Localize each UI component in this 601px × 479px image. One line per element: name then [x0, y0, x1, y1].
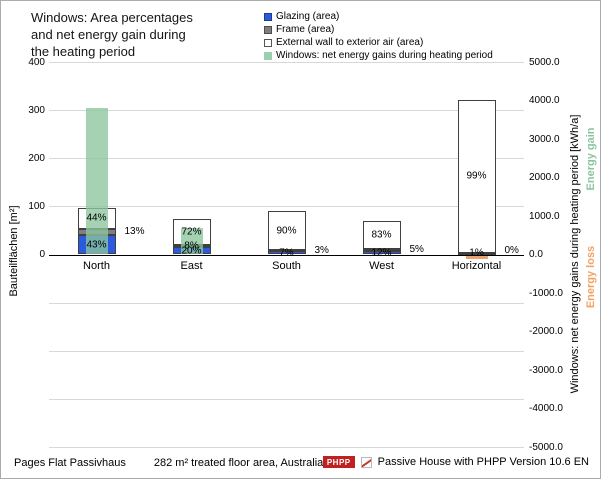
project-name: Pages Flat Passivhaus [14, 457, 126, 469]
wall-pct-label: 99% [466, 170, 487, 182]
wall-segment [457, 99, 496, 253]
credit-text: Passive House with PHPP Version 10.6 EN [377, 456, 589, 468]
gridline [49, 398, 524, 400]
legend-item-frame: Frame (area) [264, 23, 493, 36]
footer-project-info: Pages Flat Passivhaus 282 m² treated floo… [14, 457, 323, 469]
gridline [49, 110, 524, 112]
right-tick-label: -3000.0 [529, 364, 563, 376]
glazing-segment [267, 251, 306, 255]
gridline [49, 302, 524, 304]
legend-item-gain: Windows: net energy gains during heating… [264, 49, 493, 62]
glazing-pct-label: 12% [371, 247, 392, 258]
left-tick-label: 200 [28, 152, 45, 164]
energy-loss-label: Energy loss [585, 245, 597, 309]
right-axis-title: Windows: net energy gains during heating… [569, 114, 581, 394]
glazing-pct-label: 20% [181, 245, 202, 257]
project-details: 282 m² treated floor area, Australia [153, 457, 324, 469]
footer-credit: PHPP Passive House with PHPP Version 10.… [322, 456, 589, 468]
legend-label: Windows: net energy gains during heating… [276, 50, 493, 61]
legend-label: Frame (area) [276, 24, 335, 35]
net-energy-gain-bar [180, 227, 203, 255]
legend-label: Glazing (area) [276, 11, 340, 22]
right-tick-label: -4000.0 [529, 403, 563, 414]
left-tick-label: 0 [39, 249, 45, 260]
right-tick-label: -1000.0 [529, 287, 563, 299]
glazing-pct-label: 7% [279, 247, 294, 258]
right-tick-label: 5000.0 [529, 56, 560, 68]
legend: Glazing (area) Frame (area) External wall … [264, 10, 493, 62]
gridline [49, 62, 524, 63]
right-tick-label: 4000.0 [529, 95, 560, 106]
gridline [49, 206, 524, 208]
wall-pct-label: 72% [181, 226, 202, 238]
phpp-logo-icon [360, 456, 372, 468]
glazing-segment [457, 252, 496, 255]
gridline [49, 158, 524, 160]
gridline [49, 447, 524, 448]
category-label: South [272, 259, 301, 272]
gain-swatch-icon [264, 51, 272, 60]
legend-item-wall: External wall to exterior air (area) [264, 36, 493, 49]
glazing-swatch-icon [264, 12, 272, 21]
right-tick-label: 1000.0 [529, 210, 560, 222]
plot-area: 44% 43% 13% 72% 20% 8% 90% 7% 3% 83% 12% 5% 99% 1% 0% [49, 62, 524, 448]
glazing-pct-label: 1% [469, 247, 484, 258]
right-tick-label: -5000.0 [529, 441, 563, 453]
legend-label: External wall to exterior air (area) [276, 37, 424, 48]
wall-swatch-icon [264, 38, 272, 47]
category-label: Horizontal [451, 259, 502, 272]
gridline [49, 350, 524, 352]
left-tick-label: 300 [28, 104, 45, 116]
left-tick-label: 100 [28, 200, 45, 212]
right-tick-label: 3000.0 [529, 133, 560, 145]
right-tick-label: 2000.0 [529, 172, 560, 183]
wall-segment [267, 211, 306, 251]
wall-segment [362, 221, 401, 249]
frame-pct-label: 8% [184, 240, 199, 252]
net-energy-gain-bar [85, 108, 108, 255]
left-tick-label: 400 [28, 56, 45, 68]
frame-pct-label: 5% [409, 243, 424, 255]
phpp-badge: PHPP [322, 456, 355, 468]
frame-pct-label: 3% [314, 244, 329, 256]
frame-swatch-icon [264, 25, 272, 34]
category-label: West [369, 259, 394, 272]
frame-pct-label: 0% [504, 244, 519, 256]
chart-title: Windows: Area percentages and net energy… [31, 10, 193, 59]
wall-pct-label: 90% [276, 225, 297, 237]
category-label: East [180, 259, 203, 272]
left-axis-title: Bauteilflächen [m²] [8, 205, 20, 297]
legend-item-glazing: Glazing (area) [264, 10, 493, 23]
x-axis-zero-line [49, 254, 524, 256]
net-energy-loss-bar [465, 255, 488, 260]
frame-segment [362, 248, 401, 251]
wall-pct-label: 83% [371, 229, 392, 241]
glazing-segment [362, 250, 401, 255]
glazing-pct-label: 43% [86, 239, 107, 251]
frame-pct-label: 13% [124, 225, 145, 237]
right-tick-label: 0.0 [529, 249, 543, 260]
category-label: North [83, 259, 110, 272]
right-tick-label: -2000.0 [529, 326, 563, 337]
energy-gain-label: Energy gain [585, 127, 597, 191]
wall-pct-label: 44% [86, 212, 107, 224]
